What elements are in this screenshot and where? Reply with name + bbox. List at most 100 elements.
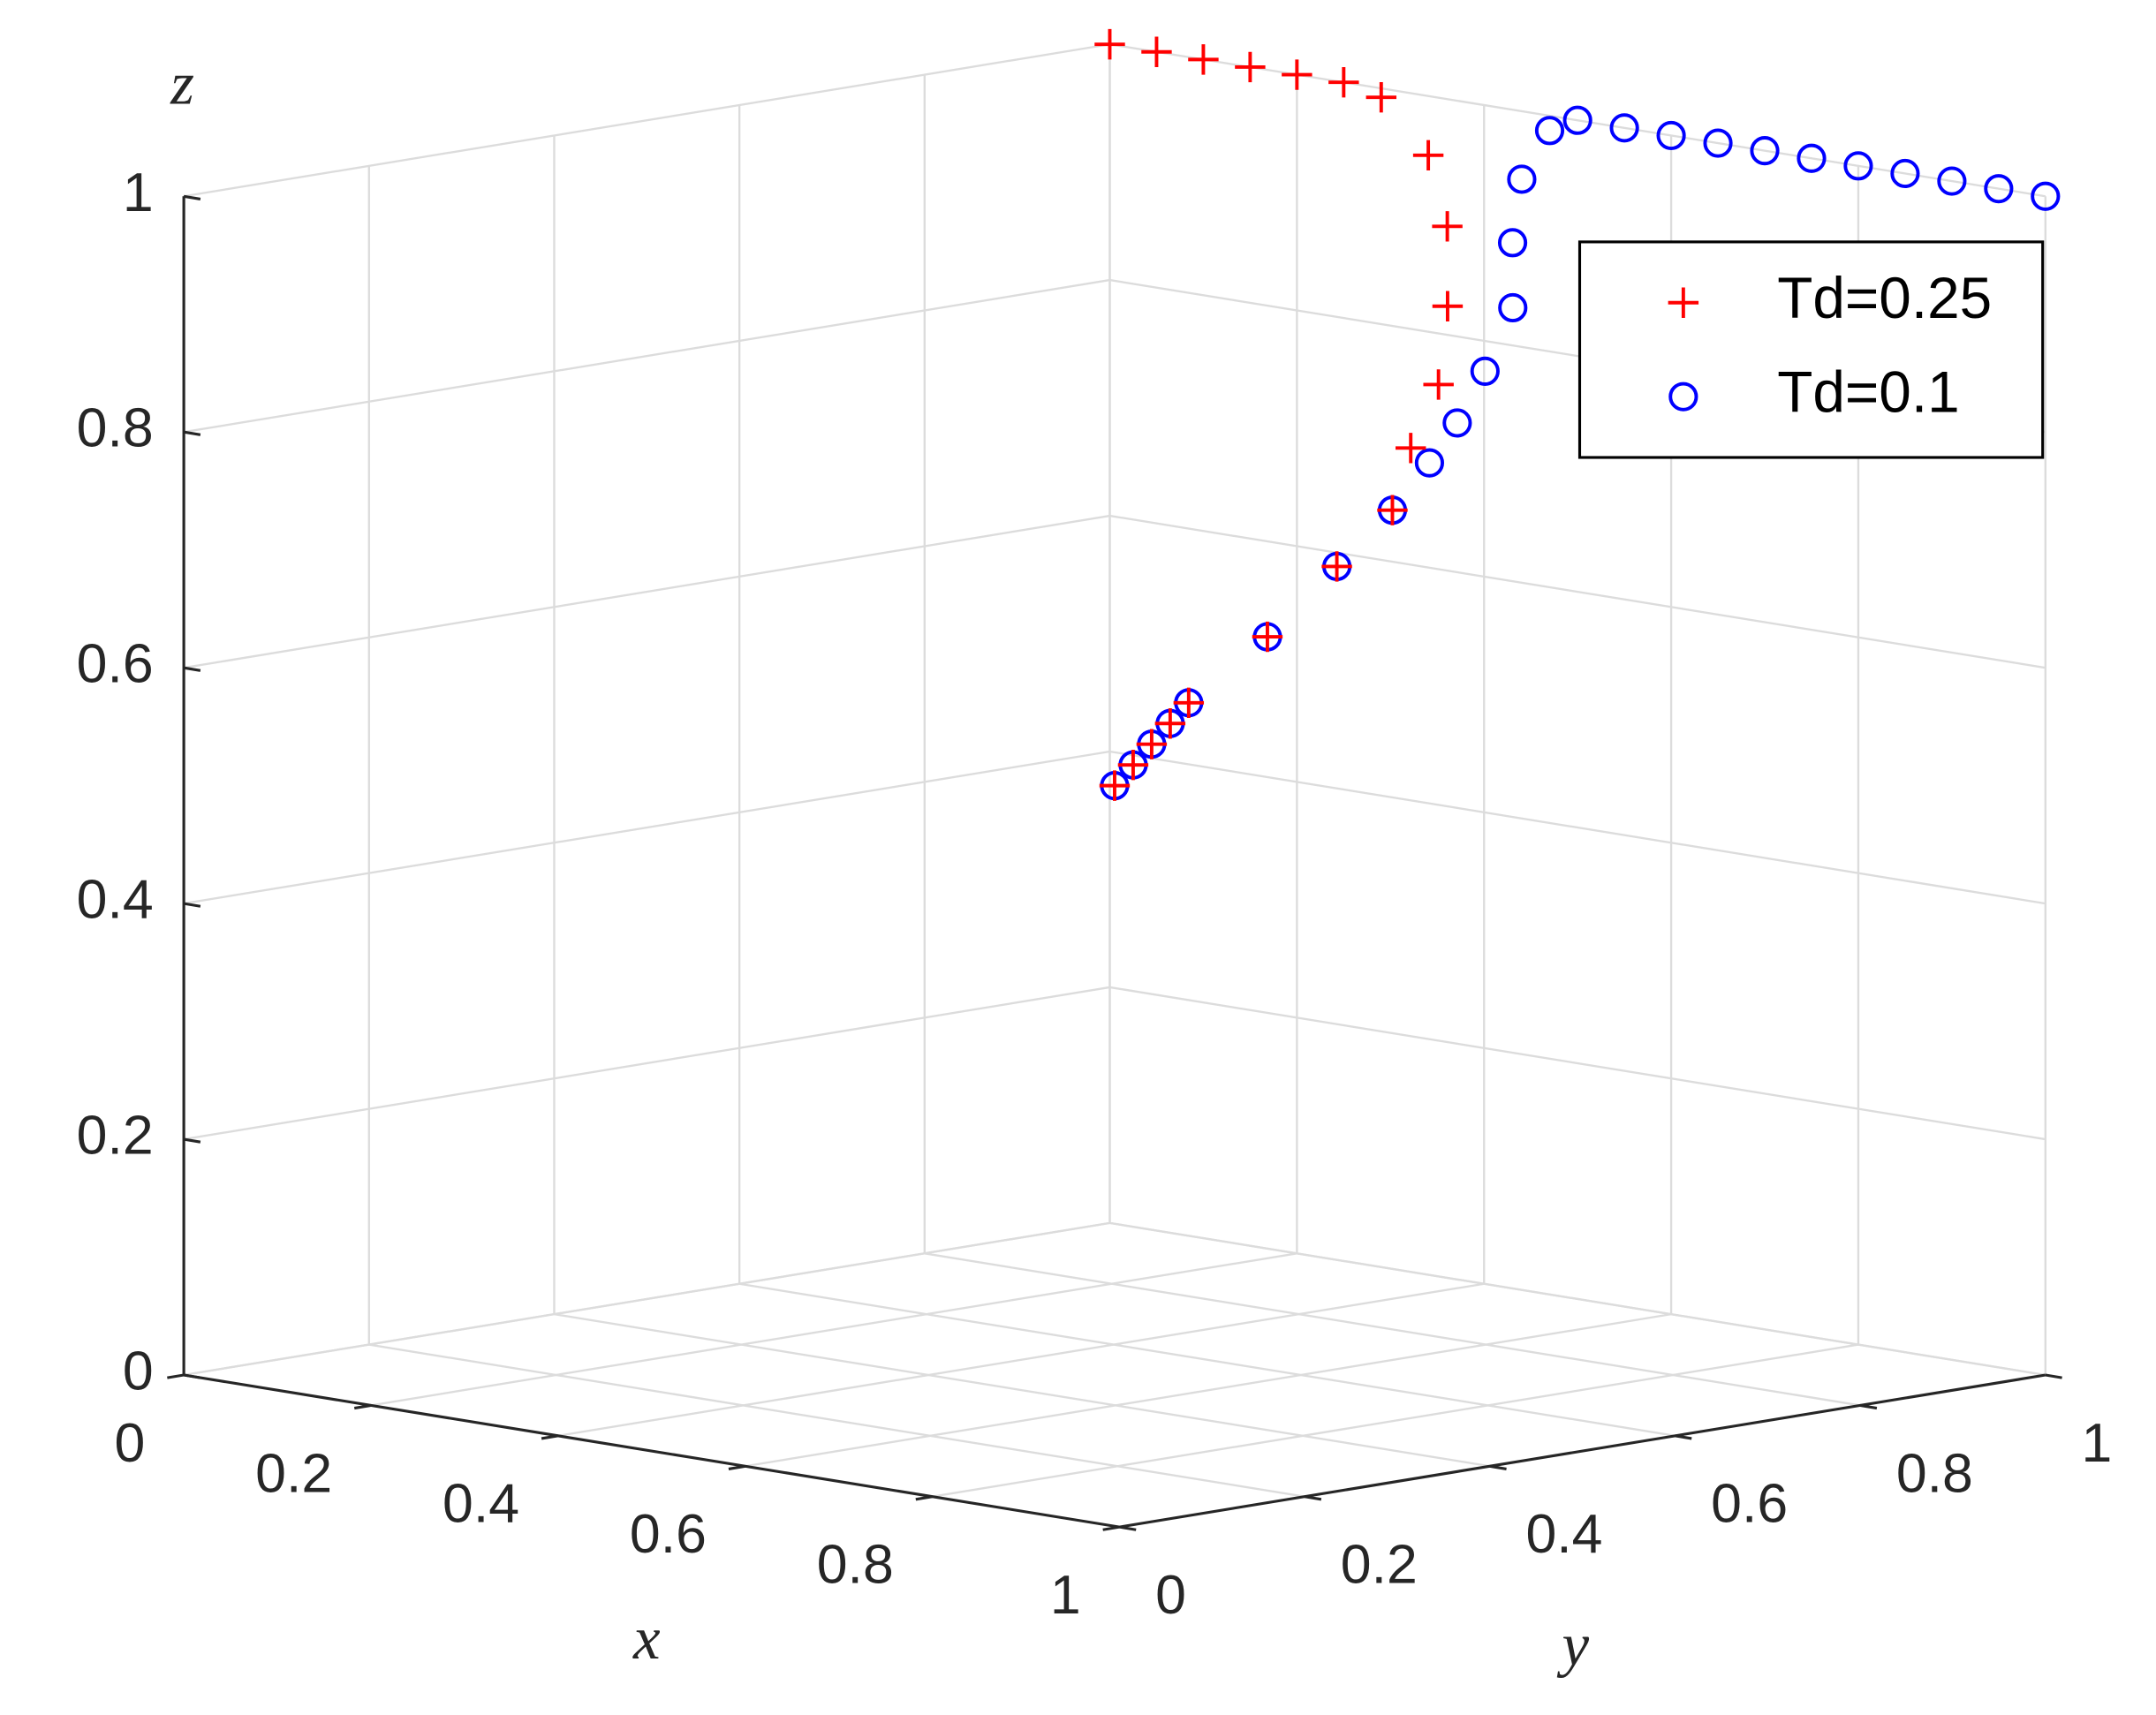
- x-tick: [353, 1403, 372, 1410]
- y-axis: [1119, 1373, 2046, 1529]
- plus-marker: [1412, 140, 1444, 171]
- y-tick-label: 0.6: [1711, 1473, 1788, 1535]
- circle-marker: [1534, 116, 1565, 146]
- z-tick: [183, 430, 201, 436]
- x-tick-label: 0.2: [255, 1442, 332, 1504]
- x-tick: [167, 1373, 185, 1379]
- z-tick-label: 0.4: [77, 869, 154, 931]
- circle-marker: [2031, 181, 2061, 211]
- circle-marker: [1609, 113, 1639, 143]
- y-tick-label: 0.4: [1525, 1503, 1602, 1565]
- circle-marker: [1984, 174, 2014, 204]
- plus-marker: [1117, 749, 1149, 781]
- grid-line: [183, 278, 1110, 434]
- grid: [182, 42, 2046, 1529]
- plus-marker: [1173, 687, 1205, 718]
- grid-line: [1109, 986, 2046, 1141]
- plus-marker: [1099, 770, 1131, 801]
- circle-marker: [1937, 166, 1967, 196]
- z-tick-label: 0.2: [77, 1105, 154, 1167]
- circle-marker: [1843, 151, 1873, 181]
- grid-line: [554, 1312, 1490, 1468]
- circle-marker: [1497, 228, 1528, 258]
- z-tick-label: 1: [123, 162, 154, 223]
- circle-marker: [1703, 128, 1733, 158]
- x-axis-title: x: [632, 1605, 661, 1672]
- y-axis-title: y: [1557, 1612, 1590, 1679]
- y-tick-label: 0.2: [1341, 1534, 1418, 1596]
- legend: Td=0.25 Td=0.1: [1577, 240, 2045, 459]
- grid-line: [368, 1343, 1305, 1498]
- y-tick: [1859, 1403, 1878, 1410]
- z-axis-title: z: [170, 50, 194, 117]
- circle-marker: [1414, 448, 1445, 478]
- x-axis: [183, 1373, 1120, 1529]
- plus-marker: [1094, 28, 1125, 60]
- circle-marker: [1470, 356, 1500, 386]
- grid-line: [183, 750, 1110, 905]
- grid-line: [183, 514, 1110, 669]
- plus-marker: [1141, 36, 1172, 67]
- y-tick-label: 0: [1155, 1564, 1186, 1626]
- grid-line: [1109, 42, 2046, 198]
- circle-marker: [1562, 105, 1592, 135]
- plus-marker: [1136, 729, 1168, 759]
- x-tick: [728, 1464, 745, 1470]
- plus-marker: [1282, 59, 1313, 90]
- circle-marker: [1890, 158, 1920, 189]
- grid-line: [183, 1221, 1110, 1377]
- plus-marker: [1252, 621, 1283, 653]
- x-tick: [1102, 1525, 1120, 1531]
- y-tick-label: 1: [2082, 1412, 2113, 1474]
- plus-marker: [1235, 51, 1266, 83]
- circle-marker: [1656, 120, 1686, 151]
- grid-line: [557, 1282, 1485, 1438]
- z-tick: [183, 194, 201, 200]
- grid-line: [932, 1343, 1859, 1498]
- plus-marker: [1396, 433, 1426, 464]
- y-tick: [1119, 1525, 1137, 1531]
- z-tick: [183, 1373, 201, 1379]
- x-tick-label: 0.6: [630, 1503, 707, 1565]
- y-tick-label: 0.8: [1896, 1442, 1973, 1504]
- grid-line: [745, 1312, 1672, 1468]
- z-tick: [183, 1137, 201, 1144]
- y-tick: [1304, 1495, 1322, 1501]
- grid-line: [1109, 1221, 2046, 1377]
- y-tick: [2045, 1373, 2062, 1379]
- legend-box: [1577, 240, 2045, 459]
- x-tick-label: 1: [1050, 1564, 1081, 1626]
- y-tick: [1489, 1464, 1507, 1470]
- grid-line: [183, 986, 1110, 1141]
- x-tick: [541, 1434, 559, 1440]
- x-tick-label: 0.8: [817, 1534, 894, 1596]
- legend-label: Td=0.1: [1777, 360, 1959, 425]
- grid-line: [1109, 514, 2046, 669]
- plus-marker: [1423, 369, 1454, 400]
- plus-marker: [1154, 708, 1186, 739]
- y-tick: [1675, 1434, 1692, 1440]
- z-tick: [183, 902, 201, 908]
- plus-marker: [1432, 291, 1464, 321]
- z-tick-label: 0.6: [77, 633, 154, 695]
- x-tick-label: 0: [114, 1412, 145, 1474]
- grid-line: [738, 1282, 1676, 1438]
- x-tick: [915, 1495, 933, 1501]
- z-tick-label: 0: [123, 1341, 154, 1402]
- grid-line: [924, 1252, 1861, 1407]
- circle-marker: [1498, 292, 1528, 323]
- plus-marker: [1377, 495, 1408, 525]
- circle-marker: [1668, 382, 1698, 412]
- axes: 0 0.2 0.4 0.6 0.8 1 0 0.2 0.4 0.6 0.8 1 0 0.2 0.4 0.6 0.…: [77, 50, 2113, 1679]
- legend-label: Td=0.25: [1777, 266, 1992, 330]
- x-tick-label: 0.4: [443, 1473, 519, 1535]
- plus-marker: [1365, 81, 1397, 113]
- plus-marker: [1188, 44, 1219, 75]
- plus-marker: [1328, 66, 1359, 98]
- marks: [1094, 28, 2061, 801]
- circle-marker: [1797, 143, 1827, 173]
- circle-marker: [1750, 136, 1780, 166]
- grid-line: [1109, 750, 2046, 905]
- grid-line: [370, 1252, 1297, 1407]
